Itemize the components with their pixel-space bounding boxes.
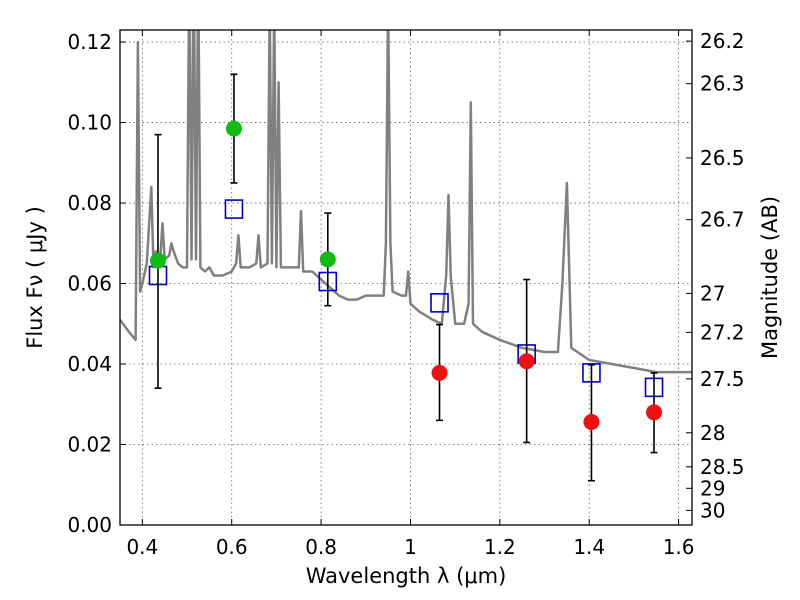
x-tick-label: 1.2 <box>484 535 516 559</box>
y-tick-label: 0.04 <box>67 352 112 376</box>
y2-axis-label: Magnitude (AB) <box>758 196 782 359</box>
x-tick-label: 1.6 <box>663 535 695 559</box>
x-tick-label: 1 <box>404 535 417 559</box>
plot-frame <box>119 29 693 526</box>
x-tick-label: 0.8 <box>305 535 337 559</box>
spectrum-line <box>120 30 692 374</box>
y2-tick-label: 27.5 <box>700 367 745 391</box>
y-tick-label: 0.08 <box>67 191 112 215</box>
flux-circle-point <box>518 353 535 370</box>
y-tick-label: 0.02 <box>67 433 112 457</box>
y2-tick-label: 27 <box>700 281 725 305</box>
x-tick-label: 0.6 <box>216 535 248 559</box>
x-tick-label: 0.4 <box>126 535 158 559</box>
model-square-point <box>430 293 449 313</box>
flux-circle-point <box>583 413 600 430</box>
flux-circle-point <box>149 252 166 269</box>
grid-lines <box>120 30 692 526</box>
x-tick-label: 1.4 <box>573 535 605 559</box>
y2-tick-label: 27.2 <box>700 320 745 344</box>
y2-tick-label: 26.2 <box>700 29 745 53</box>
flux-circle-point <box>319 251 336 268</box>
y2-tick-label: 28 <box>700 421 725 445</box>
y2-tick-label: 26.3 <box>700 72 745 96</box>
axis-ticks: 0.4 0.6 0.8 1 1.2 1.4 1.6 0.00 0.02 0.04 0.06 0.08 0… <box>67 29 744 559</box>
y-tick-label: 0.06 <box>67 272 112 296</box>
y-tick-label: 0.00 <box>67 513 112 537</box>
y2-tick-label: 29 <box>700 476 725 500</box>
y2-tick-label: 26.7 <box>700 208 745 232</box>
y2-tick-label: 28.5 <box>700 455 745 479</box>
model-square-point <box>224 199 244 219</box>
y-axis-label: Flux Fν ( μJy ) <box>23 206 47 349</box>
flux-circle-point <box>431 364 448 381</box>
data-points <box>148 73 664 482</box>
y2-tick-label: 26.5 <box>700 146 745 170</box>
flux-circle-point <box>225 120 242 137</box>
y2-tick-label: 30 <box>700 498 725 522</box>
flux-circle-point <box>646 404 663 421</box>
spectrum-polyline <box>120 30 692 374</box>
y-tick-label: 0.10 <box>67 111 112 135</box>
x-axis-label: Wavelength λ (μm) <box>306 564 507 588</box>
y-tick-label: 0.12 <box>67 30 112 54</box>
